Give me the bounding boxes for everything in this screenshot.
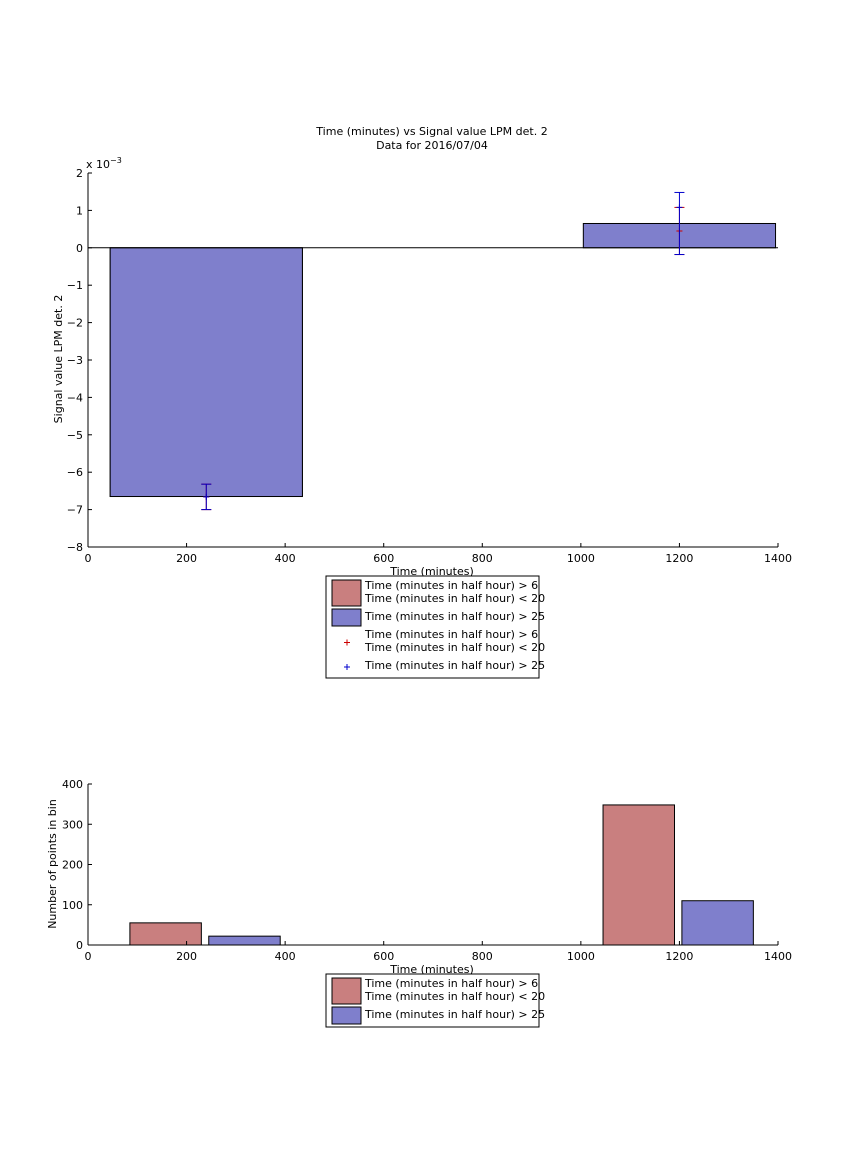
y-tick-label: 1 xyxy=(76,204,83,217)
x-tick-label: 1000 xyxy=(567,552,595,565)
y-tick-label: 100 xyxy=(62,899,83,912)
legend-swatch xyxy=(331,977,362,1005)
y-tick-label: 0 xyxy=(76,242,83,255)
bar xyxy=(129,922,202,946)
x-tick-label: 400 xyxy=(275,950,296,963)
y-exponent-base: x 10 xyxy=(86,158,110,171)
x-axis-label-2: Time (minutes) xyxy=(389,963,474,976)
y-tick-label: 2 xyxy=(76,167,83,180)
chart-title: Time (minutes) vs Signal value LPM det. … xyxy=(315,125,547,138)
bar xyxy=(681,900,754,946)
legend-label: Time (minutes in half hour) < 20 xyxy=(364,641,545,654)
x-tick-label: 800 xyxy=(472,552,493,565)
x-tick-label: 600 xyxy=(373,552,394,565)
x-tick-label: 0 xyxy=(85,552,92,565)
x-tick-label: 0 xyxy=(85,950,92,963)
x-tick-label: 1000 xyxy=(567,950,595,963)
y-tick-label: −7 xyxy=(67,504,83,517)
x-tick-label: 1400 xyxy=(764,552,792,565)
y-axis-label: Signal value LPM det. 2 xyxy=(52,295,65,424)
count-chart: 0 200 400 600 800 1000 1200 1400 0 100 200 300 400 T… xyxy=(46,778,792,1028)
legend-marker xyxy=(344,639,350,646)
signal-chart: Time (minutes) vs Signal value LPM det. … xyxy=(52,125,792,679)
legend-swatch xyxy=(331,608,362,627)
y-tick-label: 0 xyxy=(76,939,83,952)
legend-label: Time (minutes in half hour) > 25 xyxy=(364,659,545,672)
legend-label: Time (minutes in half hour) > 6 xyxy=(364,579,538,592)
x-tick-label: 1200 xyxy=(665,950,693,963)
x-axis-label: Time (minutes) xyxy=(389,565,474,578)
legend-label: Time (minutes in half hour) < 20 xyxy=(364,592,545,605)
bar xyxy=(602,804,675,946)
y-tick-label: −3 xyxy=(67,354,83,367)
legend-swatch xyxy=(331,579,362,607)
legend-label: Time (minutes in half hour) > 25 xyxy=(364,610,545,623)
y-axis-label-2: Number of points in bin xyxy=(46,799,59,929)
x-tick-label: 200 xyxy=(176,552,197,565)
x-tick-label: 800 xyxy=(472,950,493,963)
legend-swatch xyxy=(331,1006,362,1025)
bar xyxy=(109,247,303,498)
y-tick-label: 200 xyxy=(62,859,83,872)
y-tick-label: −4 xyxy=(67,391,83,404)
y-exponent-label: x 10−3 xyxy=(86,156,122,171)
x-tick-label: 200 xyxy=(176,950,197,963)
y-tick-label: −8 xyxy=(67,541,83,554)
legend-label: Time (minutes in half hour) > 25 xyxy=(364,1008,545,1021)
bar xyxy=(208,935,281,946)
y-exponent-power: −3 xyxy=(110,156,122,165)
legend-label: Time (minutes in half hour) < 20 xyxy=(364,990,545,1003)
y-tick-label: −6 xyxy=(67,466,83,479)
y-tick-label: −5 xyxy=(67,429,83,442)
data-point xyxy=(676,204,683,211)
y-tick-label: −1 xyxy=(67,279,83,292)
chart-subtitle: Data for 2016/07/04 xyxy=(376,139,488,152)
y-tick-label: 400 xyxy=(62,778,83,791)
data-point xyxy=(203,493,210,500)
legend-marker xyxy=(344,664,350,670)
legend-label: Time (minutes in half hour) > 6 xyxy=(364,977,538,990)
legend-label: Time (minutes in half hour) > 6 xyxy=(364,628,538,641)
y-tick-label: −2 xyxy=(67,317,83,330)
y-tick-label: 300 xyxy=(62,818,83,831)
x-tick-label: 1400 xyxy=(764,950,792,963)
x-tick-label: 600 xyxy=(373,950,394,963)
x-tick-label: 400 xyxy=(275,552,296,565)
x-tick-label: 1200 xyxy=(665,552,693,565)
